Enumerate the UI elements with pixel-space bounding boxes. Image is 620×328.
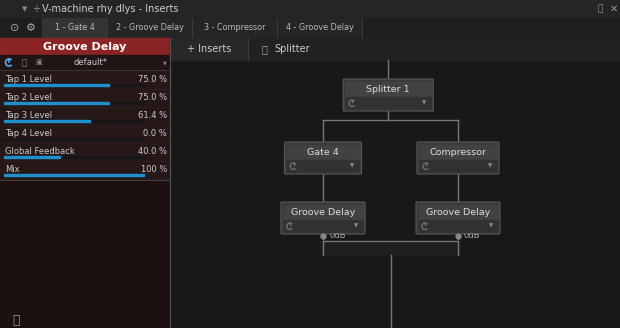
Text: + Inserts: + Inserts — [187, 44, 231, 54]
Text: 0dB: 0dB — [329, 232, 345, 240]
Bar — [283, 204, 363, 220]
Bar — [4, 138, 144, 140]
Bar — [4, 174, 144, 176]
Bar — [170, 38, 620, 60]
Bar — [0, 18, 620, 38]
Text: Global Feedback: Global Feedback — [5, 147, 75, 155]
Bar — [107, 18, 192, 38]
Bar — [287, 159, 359, 172]
Bar — [346, 96, 431, 109]
Text: ▼: ▼ — [350, 164, 355, 169]
Text: Splitter 1: Splitter 1 — [366, 85, 410, 94]
Text: Mix: Mix — [5, 165, 20, 174]
Text: ▼: ▼ — [422, 101, 427, 106]
Text: Gate 4: Gate 4 — [307, 148, 339, 157]
Bar — [4, 156, 144, 158]
Text: Compressor: Compressor — [430, 148, 487, 157]
FancyBboxPatch shape — [417, 142, 499, 174]
Text: ▼: ▼ — [22, 6, 27, 12]
Text: 3 - Compressor: 3 - Compressor — [204, 24, 265, 32]
Bar — [4, 102, 144, 104]
FancyBboxPatch shape — [343, 79, 433, 111]
Text: Tap 1 Level: Tap 1 Level — [5, 74, 52, 84]
Text: Groove Delay: Groove Delay — [426, 208, 490, 217]
Text: ▣: ▣ — [35, 59, 42, 66]
Bar — [4, 84, 144, 86]
Text: Tap 3 Level: Tap 3 Level — [5, 111, 52, 119]
Text: 40.0 %: 40.0 % — [138, 147, 167, 155]
Text: ▼: ▼ — [489, 224, 493, 229]
Text: 2 - Groove Delay: 2 - Groove Delay — [115, 24, 184, 32]
Bar — [418, 219, 497, 232]
Bar — [0, 0, 620, 18]
Text: ✕: ✕ — [610, 4, 618, 14]
Bar — [42, 18, 107, 38]
Text: ⊙: ⊙ — [10, 23, 19, 33]
Text: Splitter: Splitter — [274, 44, 309, 54]
Text: Groove Delay: Groove Delay — [43, 42, 126, 51]
Bar — [0, 55, 170, 70]
Bar — [283, 219, 363, 232]
Bar — [287, 145, 359, 160]
Text: 4 - Groove Delay: 4 - Groove Delay — [286, 24, 353, 32]
Bar — [4, 174, 144, 176]
Text: Groove Delay: Groove Delay — [291, 208, 355, 217]
FancyBboxPatch shape — [285, 142, 361, 174]
Bar — [4, 156, 60, 158]
Bar — [170, 38, 248, 60]
Bar — [192, 18, 277, 38]
Text: 1 - Gate 4: 1 - Gate 4 — [55, 24, 94, 32]
Text: Tap 2 Level: Tap 2 Level — [5, 92, 52, 101]
Text: 🔒: 🔒 — [597, 5, 603, 13]
Bar — [0, 38, 170, 328]
Text: 0.0 %: 0.0 % — [143, 129, 167, 137]
Bar — [4, 120, 144, 122]
Bar — [4, 120, 90, 122]
Text: ▼: ▼ — [354, 224, 358, 229]
Bar — [420, 159, 497, 172]
Text: 61.4 %: 61.4 % — [138, 111, 167, 119]
Text: 0dB: 0dB — [464, 232, 480, 240]
Bar — [277, 18, 362, 38]
Text: 100 %: 100 % — [141, 165, 167, 174]
Bar — [0, 38, 170, 55]
Bar — [321, 241, 460, 255]
Text: ⚙: ⚙ — [26, 23, 36, 33]
Text: 75.0 %: 75.0 % — [138, 92, 167, 101]
FancyBboxPatch shape — [281, 202, 365, 234]
Text: 🔍: 🔍 — [12, 314, 19, 326]
Bar — [4, 84, 109, 86]
Text: V-machine rhy dlys - Inserts: V-machine rhy dlys - Inserts — [42, 4, 179, 14]
Bar — [170, 38, 620, 328]
Text: +: + — [32, 4, 40, 14]
FancyBboxPatch shape — [416, 202, 500, 234]
Text: ▼: ▼ — [488, 164, 492, 169]
Bar — [420, 145, 497, 160]
Bar — [4, 102, 109, 104]
Text: ⌒: ⌒ — [22, 58, 27, 67]
Bar — [0, 18, 42, 38]
Bar — [346, 81, 431, 97]
Text: default*: default* — [73, 58, 107, 67]
Bar — [418, 204, 497, 220]
Text: ✋: ✋ — [262, 44, 268, 54]
Text: ▼: ▼ — [163, 60, 167, 65]
Text: Tap 4 Level: Tap 4 Level — [5, 129, 52, 137]
Bar — [0, 180, 170, 328]
Text: 75.0 %: 75.0 % — [138, 74, 167, 84]
